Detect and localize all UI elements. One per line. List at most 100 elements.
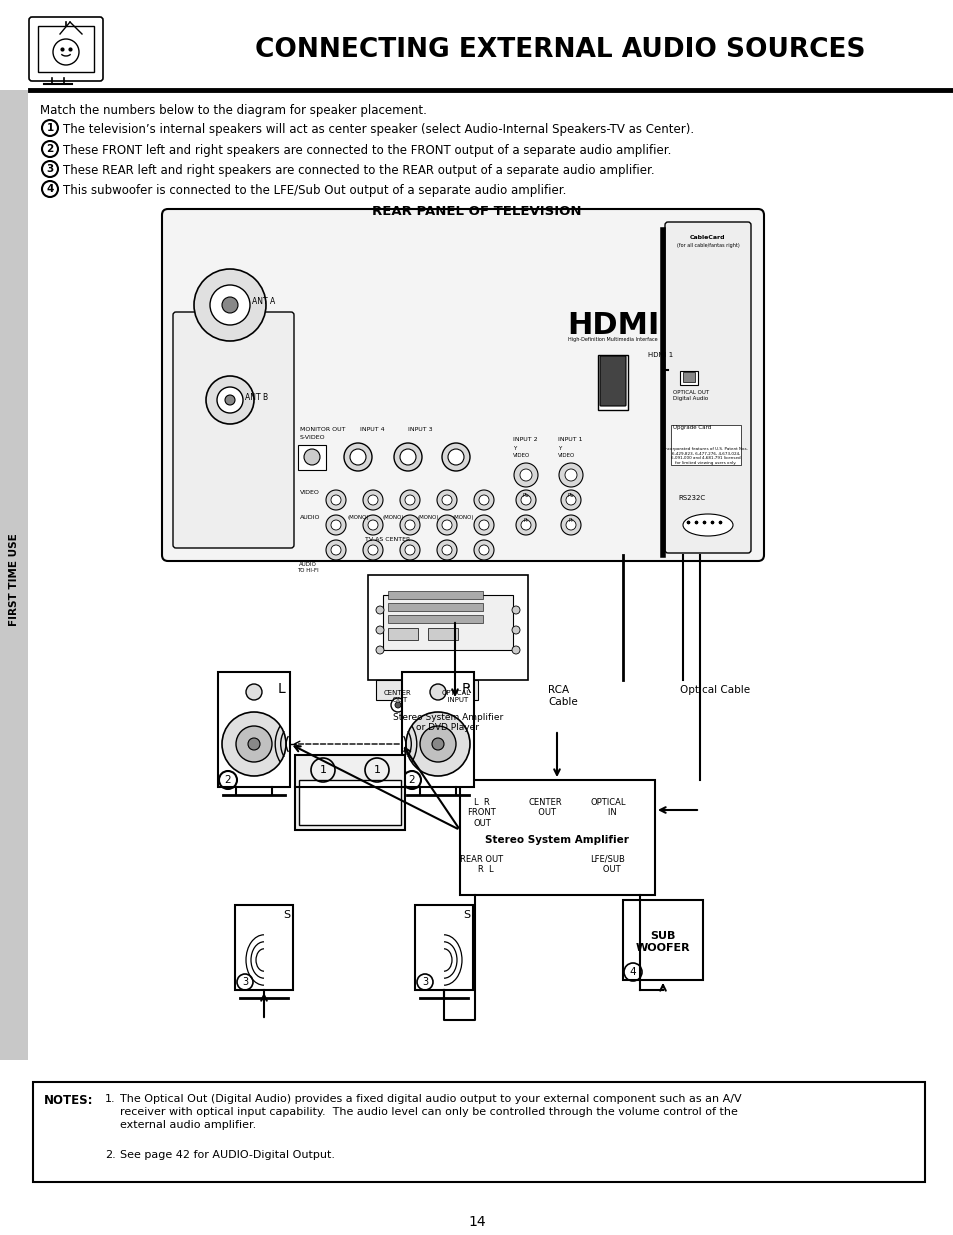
Bar: [297, 445, 326, 471]
Text: INPUT 1: INPUT 1: [558, 437, 582, 442]
Circle shape: [193, 269, 266, 341]
FancyBboxPatch shape: [664, 222, 750, 553]
Circle shape: [206, 375, 253, 424]
Text: 2: 2: [225, 776, 231, 785]
Text: The Optical Out (Digital Audio) provides a fixed digital audio output to your ex: The Optical Out (Digital Audio) provides…: [120, 1094, 740, 1130]
Text: See page 42 for AUDIO-Digital Output.: See page 42 for AUDIO-Digital Output.: [120, 1150, 335, 1160]
Text: INPUT 2: INPUT 2: [513, 437, 537, 442]
Text: VIDEO: VIDEO: [558, 453, 575, 458]
Circle shape: [331, 520, 340, 530]
Circle shape: [363, 490, 382, 510]
Text: REAR PANEL OF TELEVISION: REAR PANEL OF TELEVISION: [372, 205, 581, 219]
Bar: [682, 372, 695, 382]
Bar: [388, 603, 482, 611]
Text: MONITOR OUT: MONITOR OUT: [299, 427, 345, 432]
Text: R: R: [460, 682, 471, 697]
Circle shape: [520, 520, 531, 530]
Bar: [401, 672, 474, 787]
Circle shape: [520, 495, 531, 505]
Text: 4: 4: [629, 967, 636, 977]
Circle shape: [516, 490, 536, 510]
Bar: [294, 755, 405, 830]
Circle shape: [441, 495, 452, 505]
Circle shape: [399, 540, 419, 559]
Circle shape: [326, 515, 346, 535]
Text: Pb: Pb: [567, 493, 574, 498]
Text: AUDIO: AUDIO: [299, 515, 320, 520]
Text: 1: 1: [47, 124, 53, 133]
Text: SUB
WOOFER: SUB WOOFER: [635, 931, 690, 952]
Circle shape: [512, 606, 519, 614]
Bar: [388, 592, 482, 599]
Text: Y: Y: [513, 446, 516, 451]
Text: NOTES:: NOTES:: [44, 1094, 93, 1107]
Text: These REAR left and right speakers are connected to the REAR output of a separat: These REAR left and right speakers are c…: [63, 164, 654, 177]
Text: AUDIO
TO HI-FI: AUDIO TO HI-FI: [296, 562, 318, 573]
Text: OPTICAL
   IN: OPTICAL IN: [590, 798, 625, 818]
Text: Optical Cable: Optical Cable: [679, 685, 749, 695]
Text: RS232C: RS232C: [678, 495, 704, 501]
Circle shape: [222, 713, 286, 776]
Circle shape: [474, 515, 494, 535]
Circle shape: [441, 443, 470, 471]
Bar: [459, 781, 655, 895]
Circle shape: [560, 490, 580, 510]
Text: 3: 3: [47, 164, 53, 174]
Text: REAR OUT
   R  L: REAR OUT R L: [460, 855, 503, 874]
Circle shape: [375, 626, 384, 634]
Bar: [622, 900, 702, 981]
Bar: [428, 629, 457, 640]
Circle shape: [432, 739, 443, 750]
Text: Pb: Pb: [522, 493, 529, 498]
Circle shape: [246, 684, 262, 700]
Text: VIDEO: VIDEO: [513, 453, 530, 458]
Circle shape: [564, 469, 577, 480]
Bar: [433, 680, 477, 700]
Circle shape: [405, 520, 415, 530]
Text: S: S: [283, 910, 291, 920]
Circle shape: [441, 520, 452, 530]
Text: CENTER
  OUT: CENTER OUT: [528, 798, 561, 818]
Circle shape: [512, 646, 519, 655]
Text: (MONO): (MONO): [382, 515, 403, 520]
Bar: [448, 693, 463, 703]
Circle shape: [436, 540, 456, 559]
Circle shape: [399, 515, 419, 535]
Circle shape: [225, 395, 234, 405]
Bar: [33, 1082, 924, 1182]
Bar: [375, 680, 420, 700]
Bar: [218, 672, 290, 787]
Text: CENTER
  OUT: CENTER OUT: [384, 690, 412, 703]
FancyBboxPatch shape: [599, 356, 625, 406]
Text: 4: 4: [47, 184, 53, 194]
Circle shape: [436, 490, 456, 510]
Circle shape: [344, 443, 372, 471]
Circle shape: [512, 626, 519, 634]
Circle shape: [560, 515, 580, 535]
Circle shape: [368, 545, 377, 555]
Text: ANT A: ANT A: [252, 298, 275, 306]
Circle shape: [331, 495, 340, 505]
Bar: [38, 26, 94, 72]
Ellipse shape: [682, 514, 732, 536]
Text: INPUT 3: INPUT 3: [408, 427, 432, 432]
Circle shape: [326, 490, 346, 510]
Text: 1: 1: [319, 764, 326, 776]
Text: 2: 2: [408, 776, 415, 785]
Text: Y: Y: [558, 446, 560, 451]
Bar: [298, 781, 400, 825]
Circle shape: [395, 701, 400, 708]
Text: Pr: Pr: [568, 517, 573, 522]
Circle shape: [436, 515, 456, 535]
Circle shape: [248, 739, 260, 750]
Bar: [415, 905, 473, 990]
Circle shape: [474, 540, 494, 559]
Text: L  R
FRONT
OUT: L R FRONT OUT: [467, 798, 496, 827]
Circle shape: [363, 540, 382, 559]
Text: TV AS CENTER: TV AS CENTER: [365, 537, 410, 542]
Text: VIDEO: VIDEO: [299, 490, 319, 495]
Text: Incorporated features of U.S. Patent Nos.
6,429,823, 6,477,276, 4,673,024,
6,091: Incorporated features of U.S. Patent Nos…: [663, 447, 747, 464]
Circle shape: [399, 450, 416, 466]
Circle shape: [405, 545, 415, 555]
Text: (MONO): (MONO): [416, 515, 438, 520]
